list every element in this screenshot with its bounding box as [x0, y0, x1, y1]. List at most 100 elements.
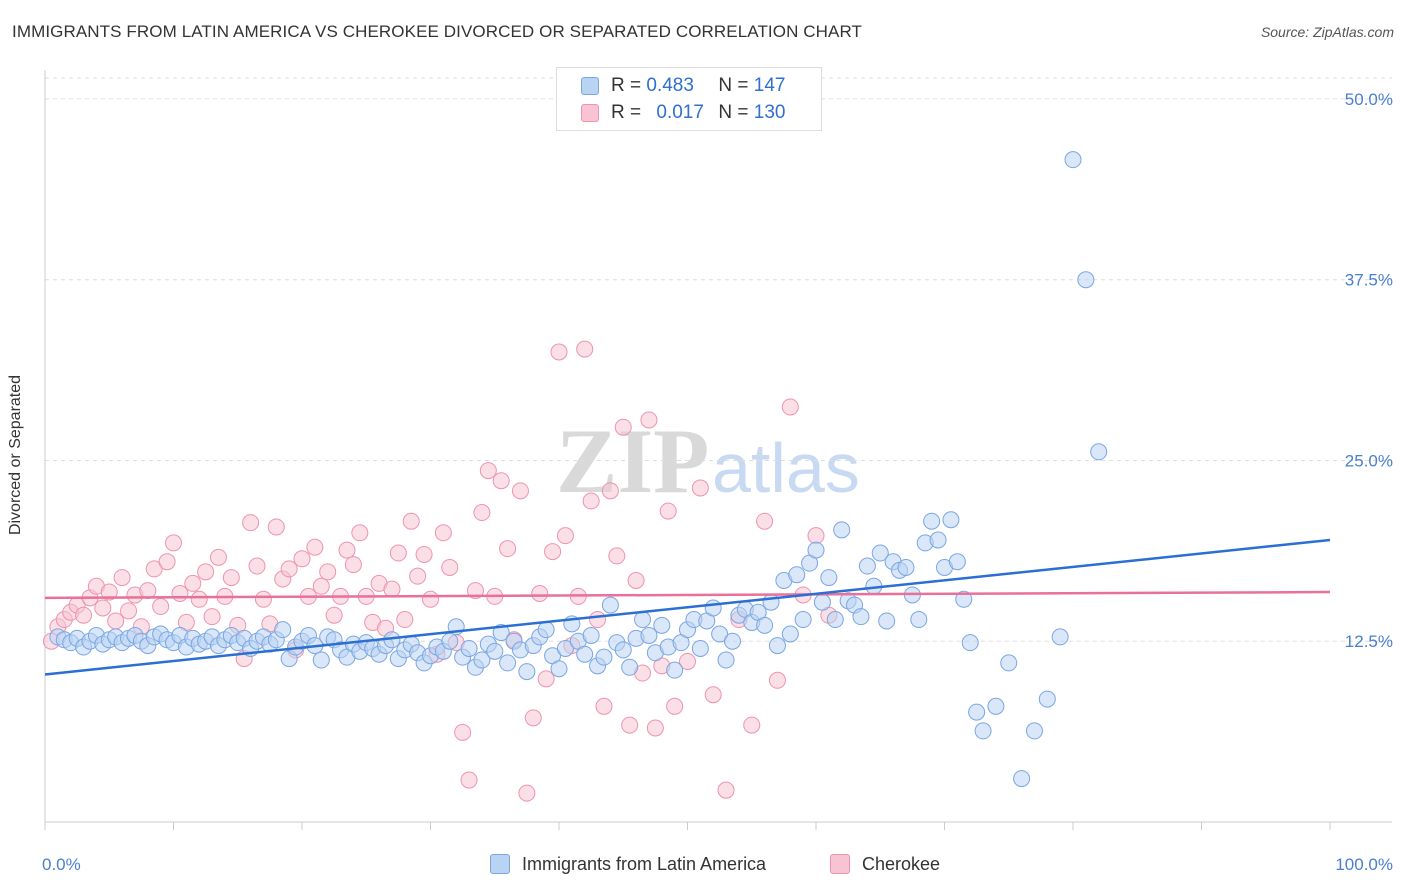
immigrants-point	[794, 611, 812, 629]
immigrants-point	[1051, 628, 1069, 646]
legend-swatch-pink	[581, 104, 599, 122]
cherokee-point	[807, 527, 825, 545]
immigrants-point	[1013, 770, 1031, 788]
immigrants-point	[666, 661, 684, 679]
cherokee-point	[389, 544, 407, 562]
grid-lines	[45, 77, 1392, 642]
bottom-legend-label-immigrants: Immigrants from Latin America	[522, 853, 767, 874]
immigrants-point	[1000, 654, 1018, 672]
cherokee-point	[152, 598, 170, 616]
cherokee-points	[42, 340, 838, 802]
immigrants-point	[1077, 271, 1095, 289]
watermark-zip: ZIP	[556, 410, 709, 512]
cherokee-point	[402, 512, 420, 530]
legend-r-value: 0.483	[646, 75, 694, 96]
cherokee-point	[460, 771, 478, 789]
cherokee-trend-line	[44, 590, 1331, 600]
immigrants-point	[499, 654, 517, 672]
y-tick-label: 12.5%	[1345, 632, 1393, 651]
cherokee-point	[659, 502, 677, 520]
legend-r-label: R =	[611, 75, 642, 96]
cherokee-point	[107, 612, 125, 630]
immigrants-point	[492, 624, 510, 642]
immigrants-point	[691, 639, 709, 657]
immigrants-point	[955, 590, 973, 608]
immigrants-point	[621, 658, 639, 676]
cherokee-point	[209, 548, 227, 566]
immigrants-point	[460, 639, 478, 657]
bottom-legend-swatch-blue	[490, 854, 510, 874]
y-tick-label: 37.5%	[1345, 271, 1393, 290]
immigrants-point	[640, 626, 658, 644]
cherokee-point	[293, 550, 311, 568]
immigrants-point	[473, 651, 491, 669]
immigrants-point	[768, 637, 786, 655]
immigrants-point	[653, 616, 671, 634]
cherokee-point	[203, 608, 221, 626]
immigrants-point	[961, 634, 979, 652]
source-label: Source: ZipAtlas.com	[1260, 24, 1394, 40]
cherokee-point	[165, 534, 182, 552]
immigrants-point	[704, 599, 722, 617]
immigrants-point	[833, 521, 851, 539]
cherokee-point	[325, 606, 343, 624]
immigrants-point	[550, 660, 568, 678]
chart-title: IMMIGRANTS FROM LATIN AMERICA VS CHEROKE…	[12, 22, 863, 41]
immigrants-point	[852, 608, 870, 626]
bottom-legend-swatch-pink	[830, 854, 850, 874]
cherokee-point	[550, 343, 568, 361]
cherokee-point	[120, 602, 138, 620]
cherokee-point	[197, 563, 215, 581]
immigrants-point	[897, 558, 915, 576]
immigrants-point	[781, 625, 799, 643]
y-tick-label: 25.0%	[1345, 451, 1393, 470]
cherokee-point	[492, 472, 510, 490]
immigrants-point	[942, 511, 960, 529]
cherokee-point	[479, 462, 497, 480]
cherokee-point	[556, 527, 574, 545]
cherokee-point	[409, 567, 427, 585]
cherokee-point	[621, 716, 639, 734]
cherokee-point	[267, 518, 285, 536]
cherokee-point	[524, 709, 542, 727]
cherokee-point	[608, 547, 626, 565]
cherokee-point	[666, 697, 684, 715]
immigrants-point	[634, 611, 652, 629]
cherokee-point	[319, 563, 337, 581]
bottom-legend-cherokee: Cherokee	[830, 852, 940, 876]
cherokee-point	[248, 557, 266, 575]
cherokee-point	[582, 492, 600, 510]
immigrants-point	[576, 645, 594, 663]
cherokee-point	[781, 398, 799, 416]
cherokee-point	[627, 571, 645, 589]
cherokee-point	[768, 671, 786, 689]
immigrants-point	[274, 621, 292, 639]
cherokee-point	[344, 556, 362, 574]
cherokee-point	[756, 512, 774, 530]
legend-row-immigrants: R = 0.483 N = 147	[581, 74, 785, 98]
immigrants-point	[762, 593, 780, 611]
immigrants-point	[878, 612, 896, 630]
cherokee-point	[544, 543, 562, 561]
immigrants-point	[968, 703, 986, 721]
immigrants-point	[711, 625, 729, 643]
axes	[44, 70, 1392, 830]
immigrants-point	[813, 593, 831, 611]
cherokee-point	[704, 686, 722, 704]
cherokee-point	[145, 560, 163, 578]
cherokee-point	[158, 553, 176, 571]
cherokee-point	[601, 482, 619, 500]
cherokee-point	[113, 569, 131, 587]
cherokee-point	[576, 340, 594, 358]
cherokee-point	[242, 514, 260, 532]
cherokee-point	[537, 670, 555, 688]
correlation-legend: R = 0.483 N = 147 R = 0.017 N = 130	[556, 67, 822, 131]
legend-n-label: N =	[718, 75, 749, 96]
y-tick-label: 50.0%	[1345, 90, 1393, 109]
cherokee-point	[396, 611, 414, 629]
cherokee-point	[306, 538, 324, 556]
legend-r-label: R =	[611, 102, 642, 123]
immigrants-point	[537, 621, 555, 639]
cherokee-point	[640, 411, 658, 429]
trend-lines	[44, 538, 1331, 676]
